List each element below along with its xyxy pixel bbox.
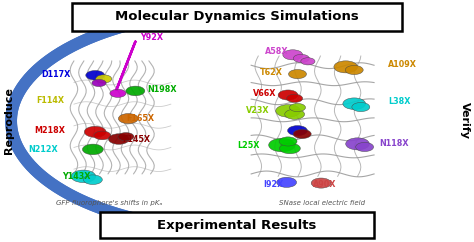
Circle shape — [346, 138, 369, 150]
Text: F114X: F114X — [36, 96, 64, 105]
Circle shape — [287, 94, 303, 102]
Text: F165X: F165X — [126, 114, 154, 123]
Circle shape — [279, 137, 297, 146]
Circle shape — [289, 69, 307, 79]
Circle shape — [356, 142, 374, 151]
Text: Reproduce: Reproduce — [4, 88, 14, 154]
Circle shape — [94, 131, 111, 140]
Circle shape — [71, 170, 96, 183]
Circle shape — [280, 143, 301, 154]
Text: Verify: Verify — [460, 103, 470, 139]
Circle shape — [83, 175, 102, 184]
Circle shape — [86, 70, 105, 80]
Text: GFP fluorophore's shifts in pKₐ: GFP fluorophore's shifts in pKₐ — [56, 200, 163, 206]
Circle shape — [276, 105, 301, 117]
Circle shape — [109, 134, 129, 144]
Text: Y143X: Y143X — [62, 172, 91, 181]
Text: N118X: N118X — [379, 139, 408, 148]
Circle shape — [301, 58, 315, 65]
Text: M218X: M218X — [34, 126, 64, 135]
Text: D117X: D117X — [41, 70, 70, 79]
Circle shape — [277, 177, 297, 187]
Circle shape — [352, 102, 370, 112]
Circle shape — [110, 89, 126, 98]
Text: L38X: L38X — [388, 97, 410, 106]
Circle shape — [334, 61, 357, 73]
Circle shape — [126, 86, 145, 96]
Circle shape — [345, 65, 363, 75]
Text: A109X: A109X — [388, 60, 417, 69]
Circle shape — [118, 113, 138, 124]
Text: F145X: F145X — [123, 135, 151, 144]
Text: Y92X: Y92X — [140, 33, 163, 43]
Text: Experimental Results: Experimental Results — [157, 219, 317, 232]
Circle shape — [311, 178, 331, 188]
Circle shape — [278, 90, 298, 100]
Circle shape — [84, 126, 106, 137]
Circle shape — [118, 133, 134, 141]
Circle shape — [343, 98, 365, 109]
Text: A58X: A58X — [265, 47, 289, 56]
Text: Molecular Dynamics Simulations: Molecular Dynamics Simulations — [115, 10, 359, 23]
Text: N212X: N212X — [28, 145, 58, 154]
Circle shape — [285, 109, 305, 119]
Text: V66X: V66X — [253, 89, 276, 98]
FancyBboxPatch shape — [100, 212, 374, 238]
Circle shape — [92, 79, 106, 87]
Circle shape — [288, 126, 308, 136]
Text: N198X: N198X — [147, 85, 177, 94]
Circle shape — [293, 129, 311, 139]
Text: A90X: A90X — [313, 180, 336, 189]
Circle shape — [283, 50, 303, 60]
Text: SNase local electric field: SNase local electric field — [279, 200, 365, 206]
FancyBboxPatch shape — [72, 3, 402, 31]
Circle shape — [290, 103, 306, 112]
Circle shape — [269, 138, 295, 152]
Text: I92X: I92X — [263, 180, 283, 189]
Circle shape — [82, 144, 103, 155]
Circle shape — [293, 54, 310, 62]
Text: L25X: L25X — [237, 141, 259, 150]
Text: T62X: T62X — [260, 68, 283, 77]
Text: V23X: V23X — [246, 106, 270, 115]
Circle shape — [96, 75, 112, 83]
